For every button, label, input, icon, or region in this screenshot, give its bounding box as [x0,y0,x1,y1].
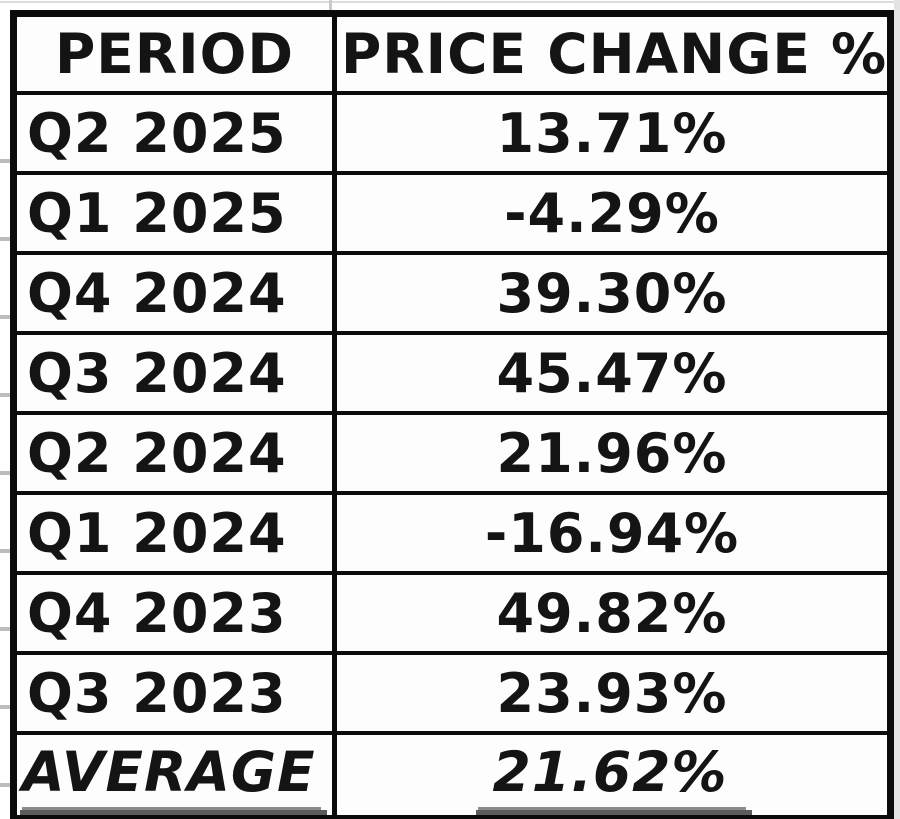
price-change-cell[interactable]: 45.47% [332,335,887,415]
gridline-left-stubs [0,85,10,797]
period-cell[interactable]: Q4 2023 [17,575,332,655]
average-label-cell[interactable]: AVERAGE [17,735,332,815]
period-cell[interactable]: Q1 2025 [17,175,332,255]
gridline-horizontal-top [0,1,900,3]
period-column-header[interactable]: PERIOD [17,17,332,95]
table-row: Q4 2023 49.82% [17,575,887,655]
price-change-column-header[interactable]: PRICE CHANGE % [332,17,887,95]
period-cell[interactable]: Q4 2024 [17,255,332,335]
period-cell[interactable]: Q2 2025 [17,95,332,175]
period-cell[interactable]: Q3 2023 [17,655,332,735]
average-row: AVERAGE 21.62% [17,735,887,815]
table-row: Q2 2024 21.96% [17,415,887,495]
price-change-cell[interactable]: -4.29% [332,175,887,255]
price-change-cell[interactable]: 21.96% [332,415,887,495]
table-row: Q3 2024 45.47% [17,335,887,415]
table-row: Q2 2025 13.71% [17,95,887,175]
header-row: PERIOD PRICE CHANGE % [17,17,887,95]
price-change-cell[interactable]: -16.94% [332,495,887,575]
table-row: Q1 2024 -16.94% [17,495,887,575]
period-cell[interactable]: Q3 2024 [17,335,332,415]
average-value: 21.62% [476,740,752,815]
table-row: Q3 2023 23.93% [17,655,887,735]
price-change-cell[interactable]: 49.82% [332,575,887,655]
average-label: AVERAGE [20,740,327,815]
price-change-table: PERIOD PRICE CHANGE % Q2 2025 13.71% Q1 … [10,10,894,819]
gridline-vertical-top [329,0,332,11]
price-change-cell[interactable]: 39.30% [332,255,887,335]
period-cell[interactable]: Q2 2024 [17,415,332,495]
table-row: Q4 2024 39.30% [17,255,887,335]
average-value-cell[interactable]: 21.62% [332,735,887,815]
period-cell[interactable]: Q1 2024 [17,495,332,575]
price-change-cell[interactable]: 23.93% [332,655,887,735]
gridline-right-strip [894,0,900,819]
price-change-cell[interactable]: 13.71% [332,95,887,175]
table-row: Q1 2025 -4.29% [17,175,887,255]
